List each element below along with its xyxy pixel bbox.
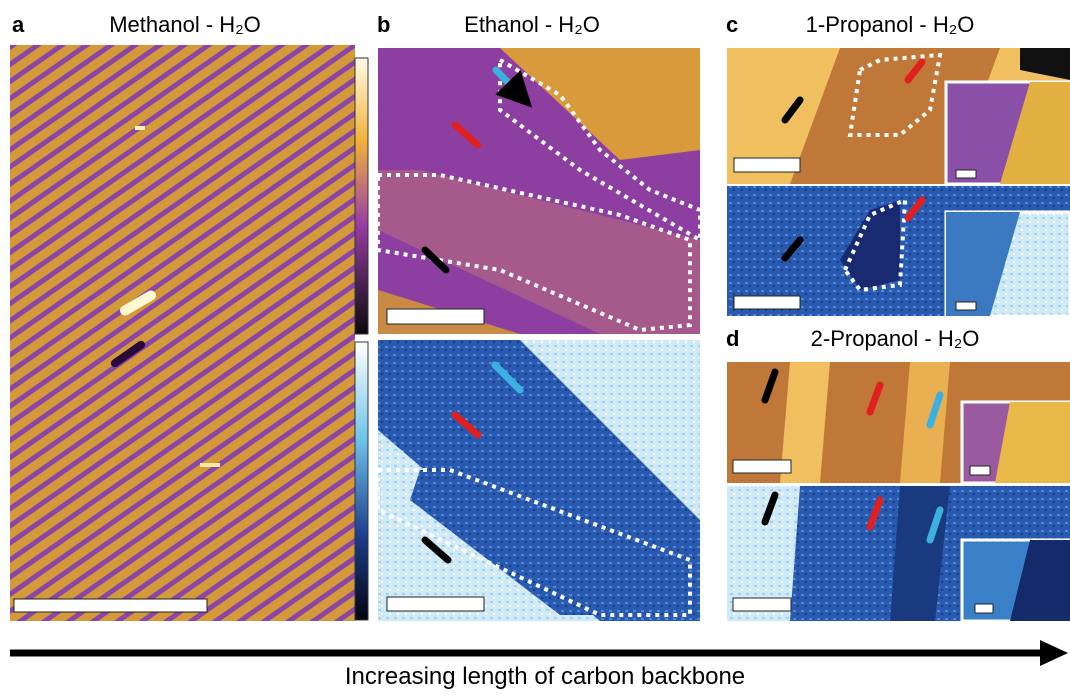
panel-title: Ethanol - H₂O [464,12,600,37]
panel-title: Methanol - H₂O [109,12,261,37]
panel-label: d [726,326,739,351]
panel-title: 2-Propanol - H₂O [811,326,980,351]
image-a [10,45,355,621]
figure: a Methanol - H₂O b Ethanol - H₂O c 1-Pro… [0,0,1070,691]
image-b-bottom [378,340,700,621]
trend-arrow-head [1040,640,1068,666]
panel-label: a [12,12,25,37]
image-c-bottom [727,186,1070,316]
color-bar [355,342,368,620]
image-d-bottom [727,486,1070,621]
image-c-top [727,48,1070,184]
panel-label: c [726,12,738,37]
image-d-top [727,362,1070,483]
panel-title: 1-Propanol - H₂O [806,12,975,37]
color-bar [355,58,368,334]
caption: Increasing length of carbon backbone [345,663,745,690]
panel-label: b [377,12,390,37]
image-b-top [378,48,700,334]
